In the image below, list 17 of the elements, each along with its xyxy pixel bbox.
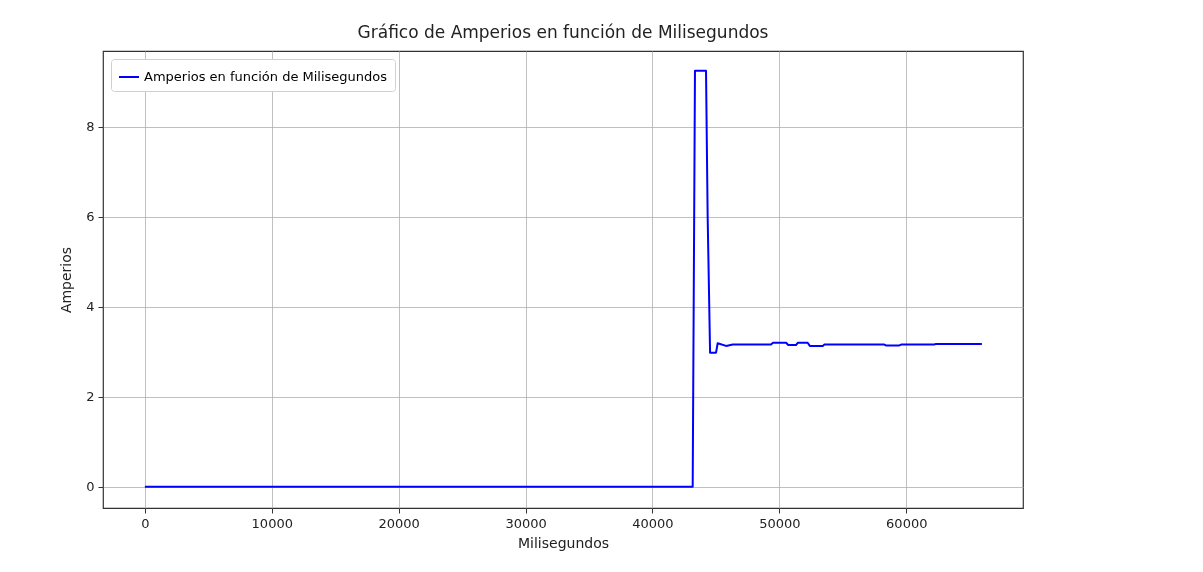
y-tick-label: 4 [86, 299, 95, 315]
legend-label: Amperios en función de Milisegundos [144, 69, 388, 84]
x-tick-label: 30000 [505, 515, 547, 531]
y-tick-label: 6 [86, 209, 95, 225]
line-series [143, 69, 983, 488]
chart-title: Gráfico de Amperios en función de Milisegundos [357, 22, 769, 42]
x-tick-label: 50000 [759, 515, 801, 531]
x-axis-title: Milisegundos [517, 534, 610, 551]
x-tick-label: 40000 [632, 515, 674, 531]
x-tick-label: 0 [141, 515, 150, 531]
y-tick-label: 8 [86, 119, 95, 135]
x-tick-label: 10000 [251, 515, 293, 531]
y-tick-label: 2 [86, 389, 95, 405]
x-tick-label: 60000 [886, 515, 928, 531]
y-tick-label: 0 [86, 479, 95, 495]
y-axis-title: Amperios [58, 246, 75, 314]
x-tick-label: 20000 [378, 515, 420, 531]
